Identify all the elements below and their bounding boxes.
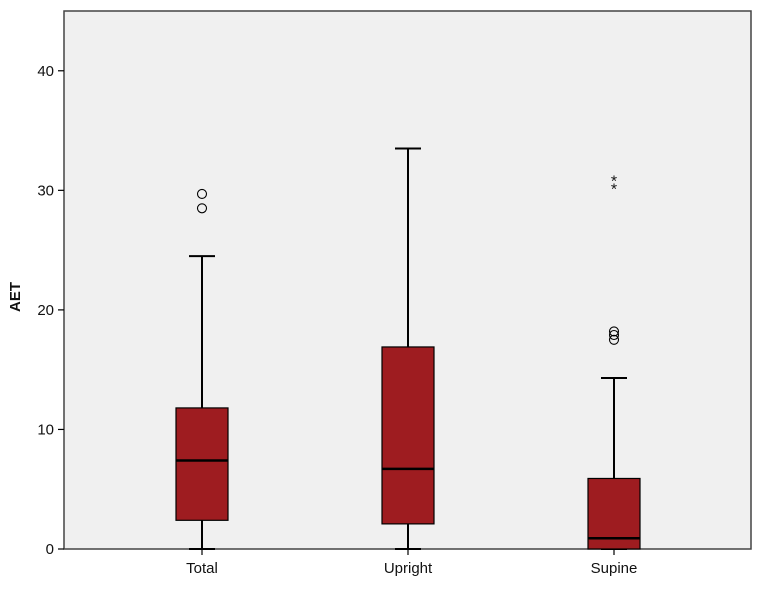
y-axis-title: AET bbox=[7, 282, 24, 312]
y-tick-label-10: 10 bbox=[37, 421, 54, 438]
y-tick-label-30: 30 bbox=[37, 182, 54, 199]
y-tick-label-40: 40 bbox=[37, 63, 54, 80]
x-tick-label-upright: Upright bbox=[384, 560, 433, 577]
outlier-star-supine-1: * bbox=[611, 173, 617, 190]
box-supine: ** bbox=[587, 173, 641, 550]
outlier-circle-supine-0 bbox=[608, 334, 620, 345]
outlier-circle-total-0 bbox=[196, 203, 208, 214]
boxes-group: ** bbox=[175, 147, 641, 550]
x-tick-label-supine: Supine bbox=[591, 560, 638, 577]
outlier-circle-supine-1 bbox=[608, 329, 620, 341]
outlier-star-supine-0: * bbox=[611, 182, 617, 199]
iqr-box-upright bbox=[381, 346, 435, 525]
box-upright bbox=[381, 147, 435, 550]
outlier-circle-total-1 bbox=[196, 188, 208, 199]
outlier-circle-supine-2 bbox=[608, 326, 620, 337]
y-axis: 0 10 20 30 40 bbox=[37, 63, 64, 558]
x-axis: Total Upright Supine bbox=[186, 549, 637, 577]
iqr-box-total bbox=[175, 407, 229, 521]
x-tick-label-total: Total bbox=[186, 560, 218, 577]
box-total bbox=[175, 188, 229, 550]
y-tick-label-0: 0 bbox=[46, 541, 54, 558]
y-tick-label-20: 20 bbox=[37, 302, 54, 319]
